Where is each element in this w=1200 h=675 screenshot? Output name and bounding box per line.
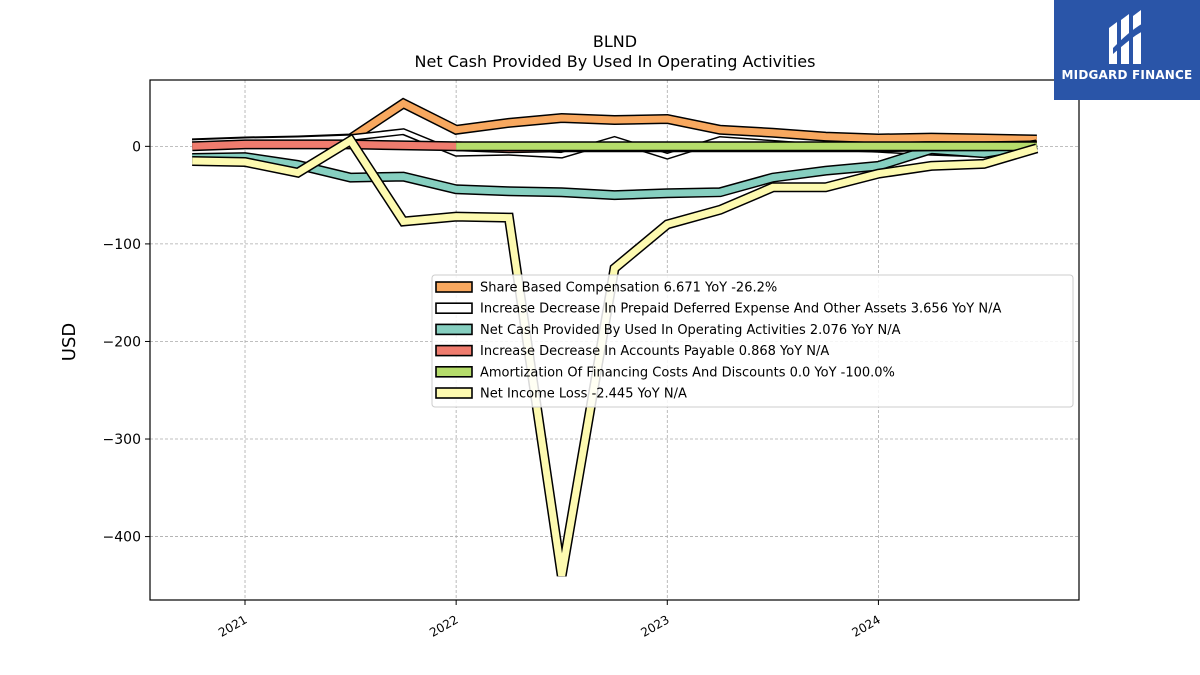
- chart-title: BLND: [593, 32, 637, 51]
- y-tick-label: 0: [132, 139, 141, 155]
- legend-label-4: Amortization Of Financing Costs And Disc…: [480, 365, 895, 380]
- legend-swatch-2: [435, 323, 473, 336]
- legend-label-5: Net Income Loss -2.445 YoY N/A: [480, 387, 687, 402]
- legend-swatch-5: [435, 387, 473, 399]
- legend-swatch-4: [435, 365, 473, 378]
- legend-swatch-3: [435, 344, 473, 357]
- plot-frame: [149, 79, 1080, 601]
- legend-box: [431, 274, 1074, 408]
- x-tick-label: 2022: [427, 612, 460, 639]
- legend-label-0: Share Based Compensation 6.671 YoY -26.2…: [480, 281, 777, 296]
- y-tick-label: −400: [103, 530, 141, 546]
- y-tick-label: −100: [103, 237, 141, 253]
- legend: Share Based Compensation 6.671 YoY -26.2…: [431, 274, 1074, 408]
- legend-label-1: Increase Decrease In Prepaid Deferred Ex…: [480, 302, 1001, 317]
- legend-label-2: Net Cash Provided By Used In Operating A…: [480, 323, 901, 338]
- midgard-logo-icon: [1109, 10, 1145, 64]
- y-tick-label: −300: [103, 432, 141, 448]
- brand-logo: MIDGARD FINANCE: [1054, 0, 1200, 100]
- legend-label-3: Increase Decrease In Accounts Payable 0.…: [480, 344, 829, 359]
- series-line-2: [192, 140, 1038, 199]
- brand-name: MIDGARD FINANCE: [1061, 68, 1193, 82]
- legend-swatch-0: [435, 281, 473, 293]
- legend-swatch-1: [435, 302, 473, 315]
- chart-subtitle: Net Cash Provided By Used In Operating A…: [415, 52, 816, 71]
- y-axis-label: USD: [59, 323, 80, 361]
- x-tick-label: 2021: [216, 612, 249, 639]
- x-tick-label: 2024: [849, 612, 882, 639]
- series-line-5: [192, 135, 1038, 577]
- series-lines: [192, 97, 1039, 577]
- x-tick-label: 2023: [638, 612, 671, 639]
- y-tick-label: −200: [103, 334, 141, 350]
